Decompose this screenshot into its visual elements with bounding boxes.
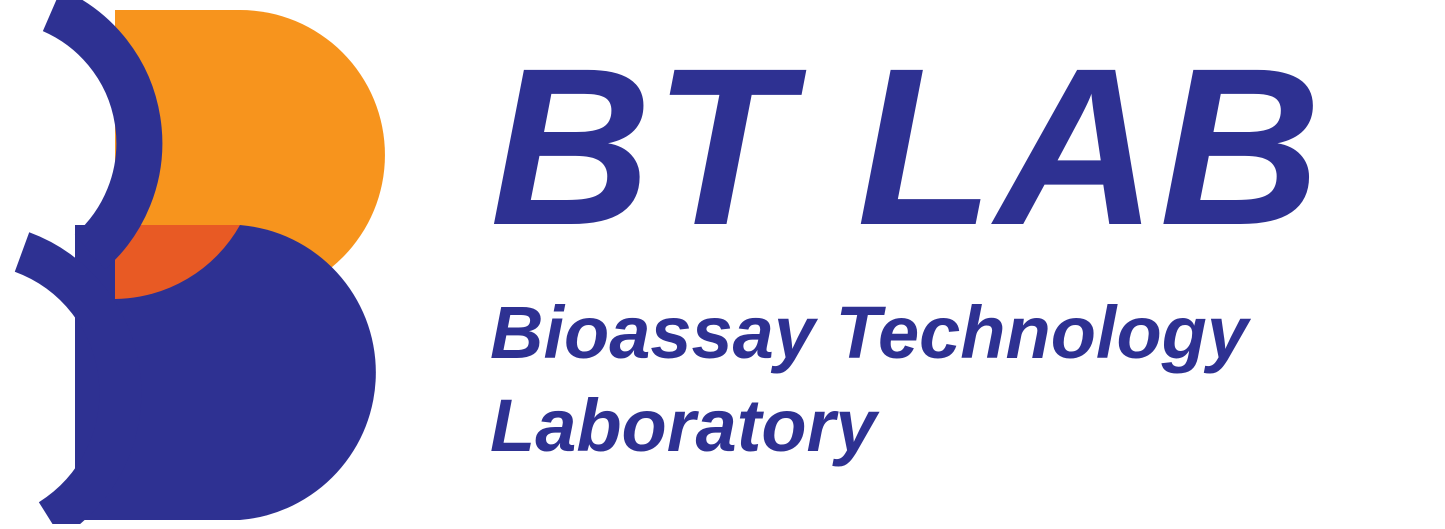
logo-b-icon [0,0,420,524]
brand-text: BT LAB Bioassay Technology Laboratory [490,35,1323,472]
logo-mark [0,0,420,524]
brand-subtitle: Bioassay Technology Laboratory [490,287,1323,472]
brand-main-title: BT LAB [490,35,1323,259]
subtitle-line-2: Laboratory [490,380,1323,473]
subtitle-line-1: Bioassay Technology [490,287,1323,380]
